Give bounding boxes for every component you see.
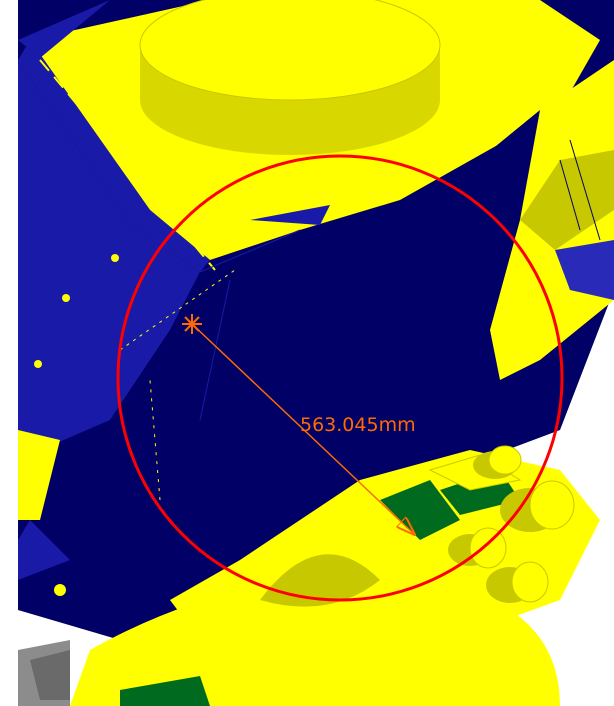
bolt-hole-1 [111, 254, 119, 262]
dashed-edge-left [39, 59, 216, 271]
yellow-right-facet [520, 150, 614, 250]
edge-line-b [199, 279, 231, 421]
top-cylinder-face [139, 0, 441, 101]
measurement-start-point [182, 314, 202, 334]
dotted-edge-2 [149, 379, 161, 501]
green-bottom-pad [120, 676, 210, 706]
bolt-cylinder-4 [473, 445, 522, 479]
measurement-arrow [191, 323, 414, 534]
measurement-label: 563.045mm [300, 414, 416, 436]
bolt-hole-4 [54, 584, 66, 596]
navy-left-face [18, 272, 230, 520]
yellow-left-strip [18, 430, 60, 520]
bolt-cylinder-1 [500, 480, 575, 532]
bolt-cylinder-2 [448, 527, 507, 569]
facet-line-2 [569, 139, 601, 241]
gray-bottom-shade [30, 650, 70, 700]
yellow-bracket-top [428, 454, 522, 491]
facet-mid [250, 205, 330, 225]
edge-line-a [199, 229, 301, 273]
facet-top-right [430, 110, 560, 200]
yellow-bottom-flange [70, 576, 560, 706]
highlight-circle [116, 154, 564, 602]
blue-bevel-edge [18, 40, 210, 272]
blue-right-recess [555, 240, 614, 300]
bolt-hole-3 [34, 360, 42, 368]
facet-line-1 [559, 159, 581, 231]
measurement-annotation[interactable]: 563.045mm [182, 314, 416, 534]
bolt-cylinder-3 [486, 561, 549, 603]
facet-top-left [18, 0, 110, 58]
blue-lower-left [18, 520, 70, 580]
bolt-hole-2 [62, 294, 70, 302]
green-pad-1 [380, 480, 460, 540]
blue-left-panel [18, 60, 200, 460]
